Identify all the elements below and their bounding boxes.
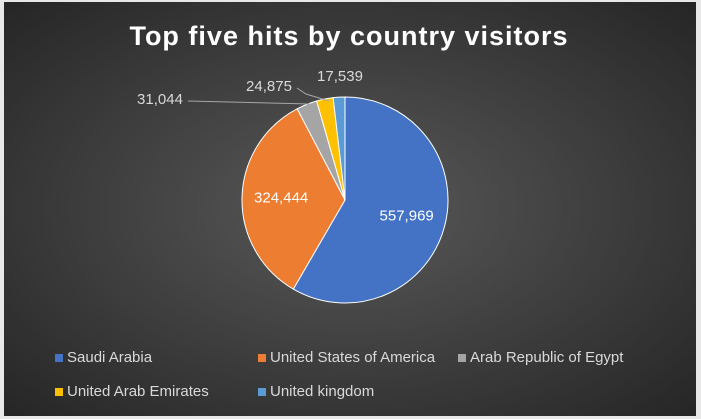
legend-label: United Arab Emirates xyxy=(67,383,209,400)
data-label: 24,875 xyxy=(246,78,292,95)
leader-line xyxy=(296,87,330,102)
data-label: 557,969 xyxy=(380,208,434,225)
chart-title: Top five hits by country visitors xyxy=(129,21,568,51)
legend-swatch xyxy=(55,354,63,362)
legend-label: United kingdom xyxy=(270,383,374,400)
legend-swatch xyxy=(258,388,266,396)
pie-slice xyxy=(241,108,346,290)
legend-label: Saudi Arabia xyxy=(67,349,153,366)
legend-swatch xyxy=(458,354,466,362)
legend-label: Arab Republic of Egypt xyxy=(470,349,624,366)
leader-line xyxy=(187,100,311,105)
legend-swatch xyxy=(55,388,63,396)
legend-label: United States of America xyxy=(270,349,436,366)
data-label: 324,444 xyxy=(254,190,308,207)
pie-slice xyxy=(332,96,346,201)
legend-swatch xyxy=(258,354,266,362)
data-label: 17,539 xyxy=(317,68,363,85)
pie-slice xyxy=(292,96,449,304)
data-label: 31,044 xyxy=(137,91,183,108)
